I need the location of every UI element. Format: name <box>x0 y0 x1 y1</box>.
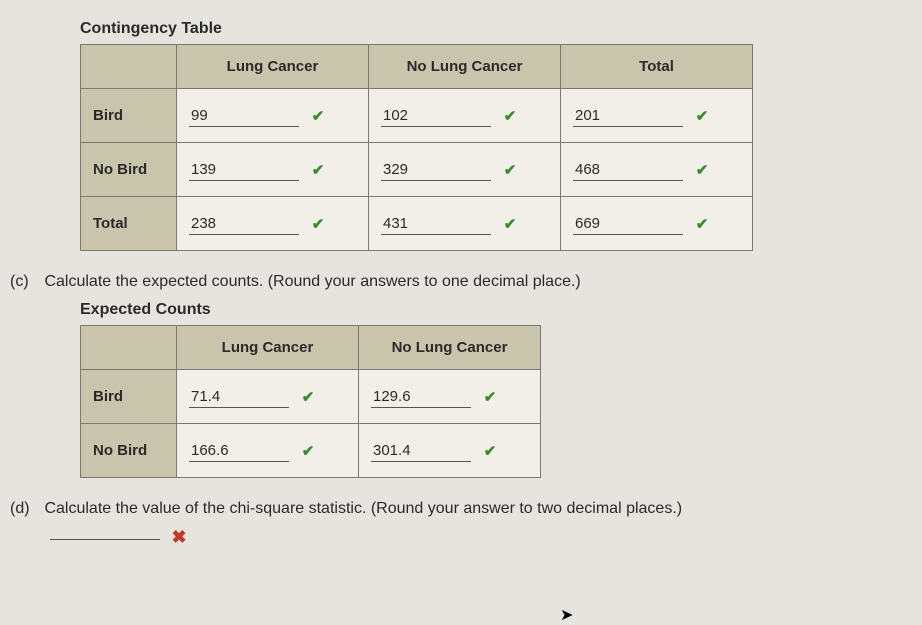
check-icon: ✔ <box>299 442 317 460</box>
part-d-prompt: (d) Calculate the value of the chi-squar… <box>10 500 912 518</box>
table-row: Bird 71.4 ✔ 129.6 ✔ <box>81 370 541 424</box>
ct-total-lc[interactable]: 238 <box>189 213 299 235</box>
table-row: No Bird 166.6 ✔ 301.4 ✔ <box>81 424 541 478</box>
expected-title: Expected Counts <box>80 301 912 319</box>
x-icon: ✖ <box>170 528 188 546</box>
ct-row-nobird: No Bird <box>81 143 177 197</box>
ct-bird-nlc[interactable]: 102 <box>381 105 491 127</box>
ct-corner <box>81 45 177 89</box>
ct-bird-lc[interactable]: 99 <box>189 105 299 127</box>
check-icon: ✔ <box>481 442 499 460</box>
ec-nobird-nlc[interactable]: 301.4 <box>371 440 471 462</box>
check-icon: ✔ <box>481 388 499 406</box>
part-d-label: (d) <box>10 500 40 518</box>
ct-row-bird: Bird <box>81 89 177 143</box>
chi-square-input[interactable] <box>50 535 160 540</box>
part-c-label: (c) <box>10 273 40 291</box>
ec-nobird-lc[interactable]: 166.6 <box>189 440 289 462</box>
part-d-text: Calculate the value of the chi-square st… <box>44 500 682 517</box>
ec-bird-nlc[interactable]: 129.6 <box>371 386 471 408</box>
check-icon: ✔ <box>309 161 327 179</box>
check-icon: ✔ <box>299 388 317 406</box>
ec-col-no-lung-cancer: No Lung Cancer <box>359 326 541 370</box>
check-icon: ✔ <box>693 161 711 179</box>
cursor-icon: ➤ <box>560 605 573 625</box>
part-c-prompt: (c) Calculate the expected counts. (Roun… <box>10 273 912 291</box>
table-row: Bird 99 ✔ 102 ✔ 201 ✔ <box>81 89 753 143</box>
ec-bird-lc[interactable]: 71.4 <box>189 386 289 408</box>
ec-col-lung-cancer: Lung Cancer <box>177 326 359 370</box>
check-icon: ✔ <box>309 215 327 233</box>
check-icon: ✔ <box>693 215 711 233</box>
ct-nobird-total[interactable]: 468 <box>573 159 683 181</box>
ct-col-lung-cancer: Lung Cancer <box>177 45 369 89</box>
check-icon: ✔ <box>309 107 327 125</box>
check-icon: ✔ <box>501 161 519 179</box>
table-row: Total 238 ✔ 431 ✔ 669 ✔ <box>81 197 753 251</box>
ec-row-nobird: No Bird <box>81 424 177 478</box>
contingency-table: Lung Cancer No Lung Cancer Total Bird 99… <box>80 44 753 251</box>
chi-square-answer-row: ✖ <box>50 528 912 546</box>
table-row: No Bird 139 ✔ 329 ✔ 468 ✔ <box>81 143 753 197</box>
check-icon: ✔ <box>501 107 519 125</box>
contingency-title: Contingency Table <box>80 20 912 38</box>
check-icon: ✔ <box>693 107 711 125</box>
ct-row-total: Total <box>81 197 177 251</box>
ct-total-total[interactable]: 669 <box>573 213 683 235</box>
ct-nobird-lc[interactable]: 139 <box>189 159 299 181</box>
ct-col-total: Total <box>561 45 753 89</box>
ct-nobird-nlc[interactable]: 329 <box>381 159 491 181</box>
ct-bird-total[interactable]: 201 <box>573 105 683 127</box>
ec-row-bird: Bird <box>81 370 177 424</box>
ct-total-nlc[interactable]: 431 <box>381 213 491 235</box>
part-c-text: Calculate the expected counts. (Round yo… <box>44 273 580 290</box>
ec-corner <box>81 326 177 370</box>
ct-col-no-lung-cancer: No Lung Cancer <box>369 45 561 89</box>
expected-table: Lung Cancer No Lung Cancer Bird 71.4 ✔ 12… <box>80 325 541 478</box>
check-icon: ✔ <box>501 215 519 233</box>
